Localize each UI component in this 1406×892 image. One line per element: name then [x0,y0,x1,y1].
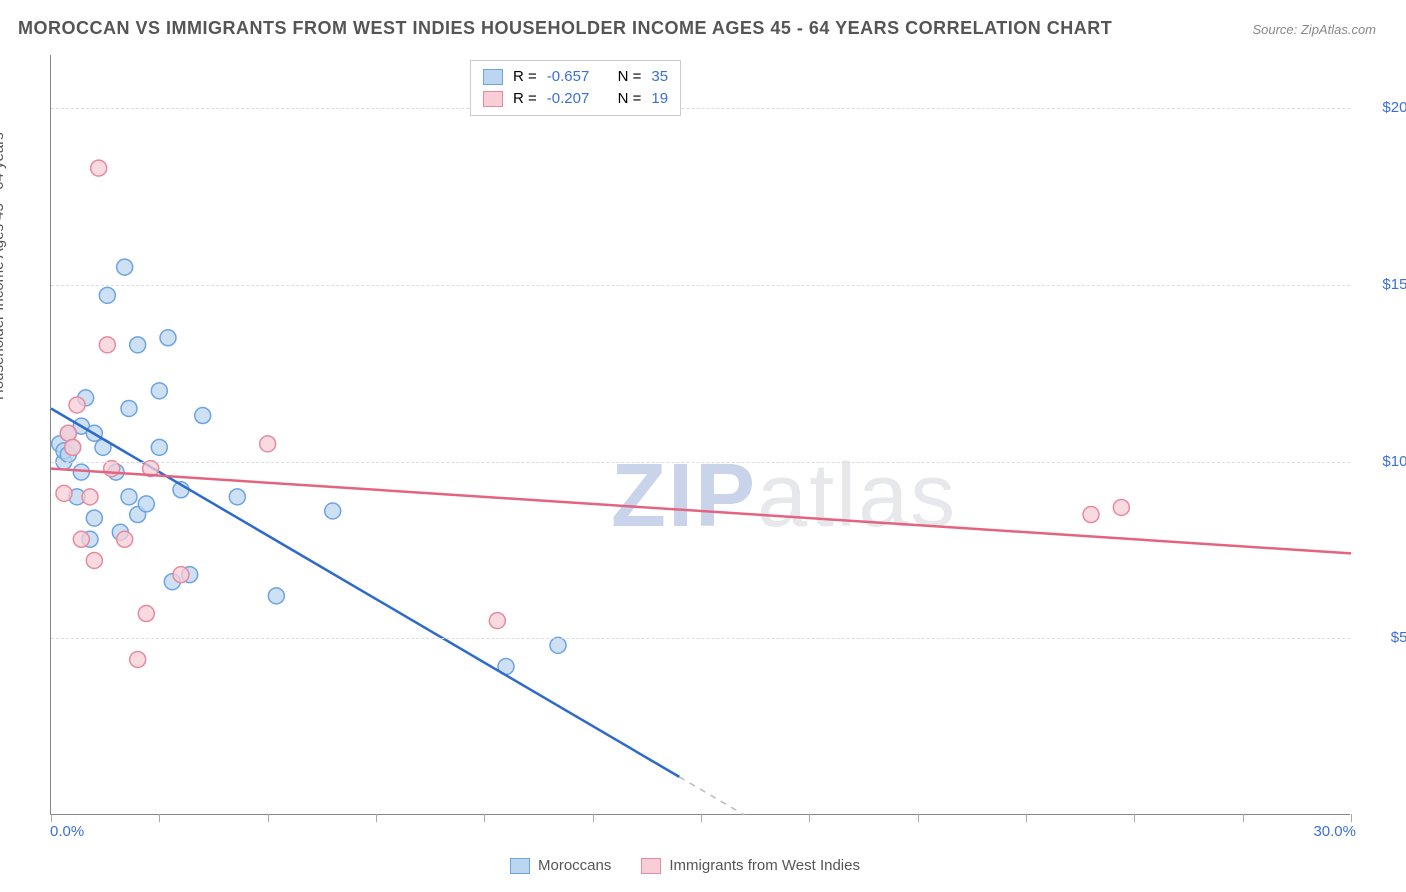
plot-area: ZIPatlas $50,000$100,000$150,000$200,000 [50,55,1350,815]
trend-line-extrapolated [679,777,744,815]
legend-row: R = -0.657 N = 35 [483,66,668,88]
data-point [130,337,146,353]
gridline-h [51,462,1350,463]
data-point [73,531,89,547]
x-tick [918,814,919,822]
legend-swatch [483,69,503,85]
legend-n-label: N = [618,66,642,88]
data-point [117,259,133,275]
legend-n-label: N = [618,88,642,110]
x-tick [593,814,594,822]
data-point [99,337,115,353]
data-point [489,613,505,629]
data-point [160,330,176,346]
x-tick [484,814,485,822]
legend-swatch [483,91,503,107]
legend-r-value: -0.657 [547,66,590,88]
legend-r-label: R = [513,66,537,88]
x-axis-min-label: 0.0% [50,823,84,840]
series-label: Immigrants from West Indies [669,857,860,874]
series-legend-item: Immigrants from West Indies [641,857,860,874]
data-point [325,503,341,519]
x-tick [1026,814,1027,822]
data-point [550,637,566,653]
data-point [1083,507,1099,523]
x-axis-max-label: 30.0% [1313,823,1356,840]
legend-r-label: R = [513,88,537,110]
legend-n-value: 19 [651,88,668,110]
x-tick [376,814,377,822]
data-point [130,651,146,667]
y-tick-label: $50,000 [1360,629,1406,646]
data-point [138,606,154,622]
data-point [260,436,276,452]
data-point [86,552,102,568]
legend-r-value: -0.207 [547,88,590,110]
data-point [86,510,102,526]
data-point [195,408,211,424]
data-point [69,397,85,413]
legend-swatch [510,858,530,874]
data-point [99,287,115,303]
y-tick-label: $200,000 [1360,99,1406,116]
data-point [82,489,98,505]
chart-title: MOROCCAN VS IMMIGRANTS FROM WEST INDIES … [18,18,1112,39]
series-label: Moroccans [538,857,611,874]
x-tick [1134,814,1135,822]
data-point [229,489,245,505]
x-tick [268,814,269,822]
source-attribution: Source: ZipAtlas.com [1252,22,1376,37]
data-point [91,160,107,176]
x-tick [1351,814,1352,822]
series-legend-item: Moroccans [510,857,611,874]
x-tick [809,814,810,822]
chart-svg [51,55,1350,814]
legend-row: R = -0.207 N = 19 [483,88,668,110]
data-point [151,383,167,399]
data-point [268,588,284,604]
y-tick-label: $150,000 [1360,276,1406,293]
data-point [65,439,81,455]
data-point [117,531,133,547]
y-axis-label: Householder Income Ages 45 - 64 years [0,132,7,400]
correlation-legend: R = -0.657 N = 35 R = -0.207 N = 19 [470,60,681,116]
x-tick [159,814,160,822]
data-point [104,461,120,477]
data-point [151,439,167,455]
trend-line [51,469,1351,554]
gridline-h [51,638,1350,639]
x-tick [51,814,52,822]
legend-n-value: 35 [651,66,668,88]
data-point [138,496,154,512]
x-tick [1243,814,1244,822]
legend-swatch [641,858,661,874]
data-point [121,489,137,505]
gridline-h [51,285,1350,286]
gridline-h [51,108,1350,109]
data-point [173,567,189,583]
data-point [56,485,72,501]
data-point [1113,499,1129,515]
x-tick [701,814,702,822]
y-tick-label: $100,000 [1360,453,1406,470]
series-legend: Moroccans Immigrants from West Indies [510,857,860,874]
data-point [121,400,137,416]
